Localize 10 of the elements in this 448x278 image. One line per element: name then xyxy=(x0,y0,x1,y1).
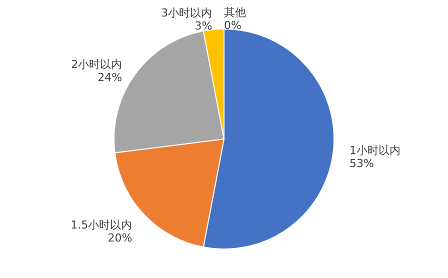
text: 0% xyxy=(224,19,242,32)
data-label: 24% xyxy=(98,70,122,84)
slice-label: 2小时以内 xyxy=(71,58,122,71)
slice-label: 1.5小时以内 xyxy=(70,218,132,232)
data-label: 53% xyxy=(349,156,374,170)
slice-label: 3小时以内 xyxy=(161,6,212,20)
data-label: 20% xyxy=(108,231,132,244)
slice-label: 1小时以内 xyxy=(349,144,400,157)
category-label: 其他 xyxy=(224,6,246,19)
data-label: 3% xyxy=(194,20,212,33)
